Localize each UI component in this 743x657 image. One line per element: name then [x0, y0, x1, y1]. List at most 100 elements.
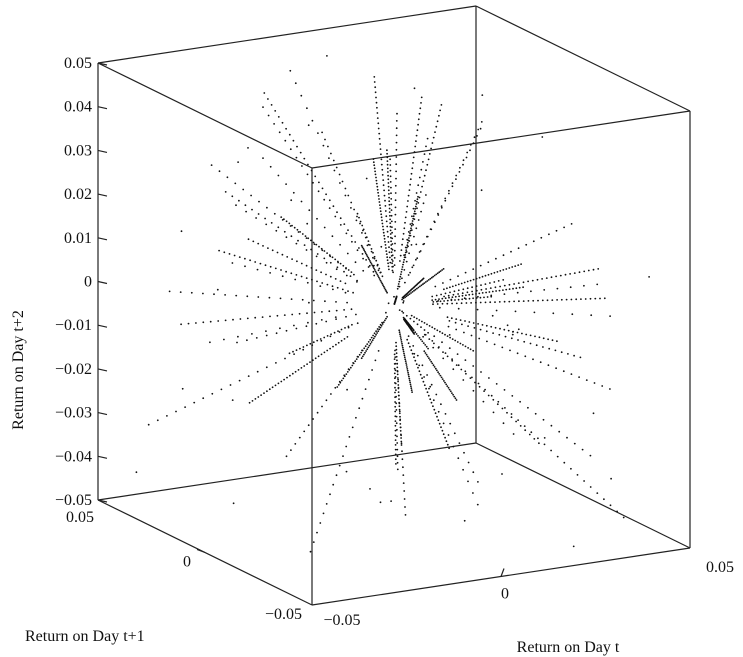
data-point	[370, 336, 373, 339]
data-point	[405, 211, 408, 213]
data-point	[556, 455, 559, 458]
data-point	[400, 249, 403, 252]
data-point	[344, 194, 347, 197]
data-point	[291, 372, 294, 375]
data-point	[309, 342, 312, 345]
data-point	[532, 240, 535, 243]
data-point	[380, 163, 383, 166]
data-point	[400, 440, 403, 443]
data-point	[514, 310, 517, 313]
data-point	[570, 373, 573, 375]
data-point	[294, 443, 297, 445]
data-point	[541, 278, 543, 280]
data-point	[431, 299, 434, 301]
data-point	[437, 410, 440, 413]
data-point	[381, 219, 383, 222]
data-point	[408, 377, 411, 380]
data-point	[359, 220, 362, 223]
data-point	[248, 401, 251, 404]
data-point	[395, 463, 397, 465]
data-point	[575, 298, 578, 301]
data-point	[422, 277, 425, 280]
data-point	[283, 314, 286, 316]
data-point	[408, 324, 411, 326]
data-point	[271, 386, 274, 389]
data-point	[410, 314, 413, 317]
data-point	[370, 263, 373, 265]
data-point	[515, 287, 518, 290]
data-point	[244, 257, 246, 260]
data-point	[414, 331, 417, 334]
data-point	[363, 249, 366, 252]
data-point	[422, 283, 424, 286]
data-point	[423, 333, 426, 336]
data-point	[394, 235, 396, 238]
data-point	[398, 394, 400, 397]
y-tick-label: −0.05	[265, 606, 302, 623]
data-point	[289, 225, 292, 227]
z-tick-label: −0.03	[55, 405, 92, 422]
data-point	[423, 322, 426, 324]
data-point	[390, 244, 393, 246]
cube-edge-2	[475, 442, 691, 549]
data-point	[397, 391, 400, 393]
data-point	[329, 261, 332, 264]
data-point	[560, 351, 563, 354]
data-point	[433, 220, 436, 223]
data-point	[552, 312, 555, 315]
data-point	[395, 163, 398, 166]
data-point	[380, 281, 383, 283]
data-point	[441, 269, 443, 271]
data-point	[387, 185, 390, 188]
data-point	[399, 275, 402, 278]
data-point	[416, 129, 419, 132]
data-point	[401, 458, 404, 461]
data-point	[399, 426, 402, 429]
data-point	[467, 325, 469, 327]
data-point	[294, 82, 297, 85]
data-point	[304, 235, 307, 238]
data-point	[277, 174, 280, 177]
data-point	[456, 341, 459, 343]
data-point	[218, 249, 221, 252]
data-point	[396, 362, 399, 365]
data-point	[156, 419, 159, 422]
data-point	[415, 192, 418, 194]
data-point	[530, 290, 532, 293]
data-point	[458, 295, 460, 298]
data-point	[368, 264, 371, 267]
data-point	[267, 98, 269, 100]
data-point	[344, 282, 347, 285]
data-point	[556, 299, 558, 301]
data-point	[408, 237, 410, 239]
data-point	[323, 226, 326, 229]
data-point	[395, 409, 398, 411]
data-point	[367, 266, 370, 268]
data-point	[376, 328, 379, 330]
data-point	[440, 376, 443, 379]
data-point	[395, 352, 398, 355]
data-point	[324, 138, 326, 141]
data-point	[472, 389, 475, 392]
data-point	[394, 199, 397, 202]
data-point	[361, 397, 364, 400]
data-point	[308, 209, 311, 212]
data-point	[402, 297, 405, 300]
data-point	[386, 291, 388, 294]
data-point	[378, 326, 380, 328]
data-point	[401, 310, 403, 313]
data-point	[467, 347, 469, 349]
data-point	[405, 320, 408, 323]
data-point	[517, 247, 520, 250]
data-point	[292, 191, 295, 194]
data-point	[147, 423, 150, 426]
data-point	[416, 354, 419, 357]
data-point	[375, 330, 377, 333]
data-point	[377, 127, 380, 130]
data-point	[285, 183, 287, 186]
data-point	[394, 221, 397, 223]
data-point	[383, 189, 385, 192]
data-point	[396, 468, 399, 471]
data-point	[391, 248, 394, 251]
data-point	[416, 200, 418, 203]
